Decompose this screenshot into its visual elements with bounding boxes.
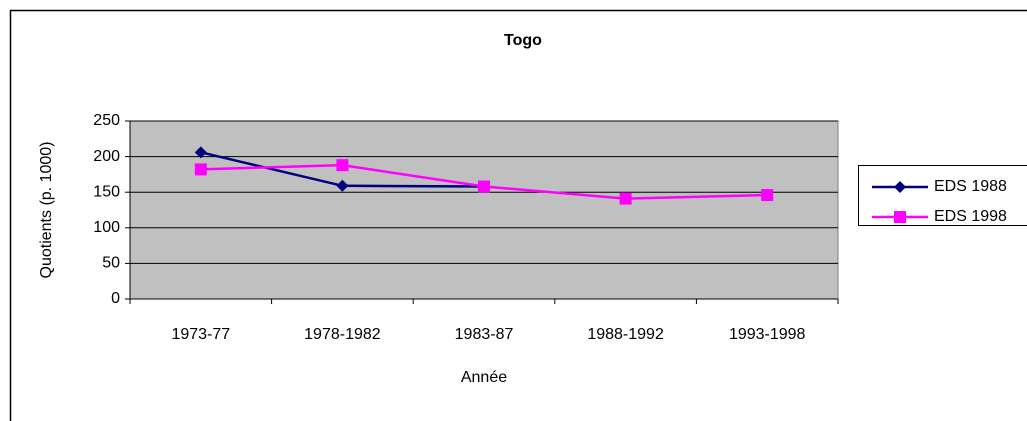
plot-area xyxy=(129,120,839,300)
legend-marker xyxy=(894,211,906,223)
y-tick-label: 0 xyxy=(111,290,120,307)
data-point xyxy=(194,163,207,176)
y-axis-label: Quotients (p. 1000) xyxy=(38,142,55,279)
data-point xyxy=(761,189,774,202)
x-tick-label: 1988-1992 xyxy=(587,326,664,343)
data-point xyxy=(336,159,349,172)
y-tick-label: 200 xyxy=(93,148,120,165)
data-point xyxy=(478,180,490,193)
chart-title: Togo xyxy=(504,32,542,49)
data-point xyxy=(619,192,632,205)
data-point xyxy=(194,146,207,159)
x-tick-label: 1973-77 xyxy=(171,326,230,343)
y-tick-label: 250 xyxy=(93,112,120,129)
legend xyxy=(858,165,1027,226)
y-tick-label: 100 xyxy=(93,219,120,236)
data-point xyxy=(336,179,349,192)
x-tick-label: 1978-1982 xyxy=(304,326,381,343)
x-tick-label: 1983-87 xyxy=(455,326,514,343)
legend-marker xyxy=(894,181,906,193)
x-axis-label: Année xyxy=(461,369,507,386)
legend-label: EDS 1988 xyxy=(934,178,1007,195)
x-tick-label: 1993-1998 xyxy=(729,326,806,343)
y-tick-label: 50 xyxy=(102,255,120,272)
y-tick-label: 150 xyxy=(93,183,120,200)
legend-label: EDS 1998 xyxy=(934,208,1007,225)
